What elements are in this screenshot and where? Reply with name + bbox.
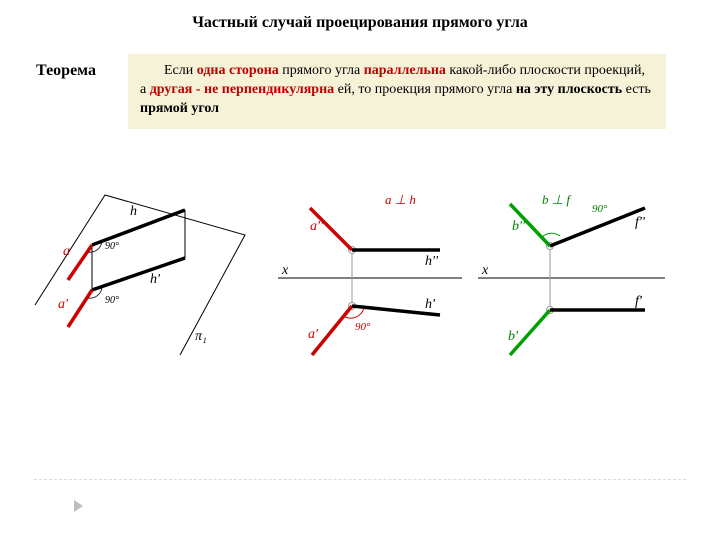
t4: параллельна — [364, 63, 446, 78]
theorem-box: Если одна сторона прямого угла параллель… — [128, 54, 666, 129]
lbl-90b: 90° — [105, 295, 119, 306]
diagrams-row: h a a' h' π₁ 90° 90° a ⊥ h a'' h'' a' h'… — [30, 190, 690, 380]
diagram-1: h a a' h' π₁ 90° 90° — [30, 190, 250, 360]
note-bf: b ⊥ f — [542, 192, 572, 207]
lbl-x3: x — [481, 263, 489, 278]
footer-rule — [34, 479, 686, 480]
diagram-3: b ⊥ f b'' f'' b' f' x 90° — [470, 190, 680, 360]
lbl-f2: f'' — [635, 215, 646, 230]
lbl-h: h — [130, 204, 137, 219]
t1: Если — [164, 63, 197, 78]
lbl-a2: a'' — [310, 219, 324, 234]
t6: другая - не перпендикулярна — [150, 82, 334, 97]
lbl-b2: b'' — [512, 219, 526, 234]
lbl-hp: h' — [150, 272, 161, 287]
t2: одна сторона — [197, 63, 279, 78]
lbl-ang3: 90° — [592, 203, 608, 215]
lbl-f1: f' — [635, 294, 643, 309]
diagram-2: a ⊥ h a'' h'' a' h' x 90° — [270, 190, 470, 360]
note-ah: a ⊥ h — [385, 192, 416, 207]
lbl-90a: 90° — [105, 241, 119, 252]
lbl-h2: h'' — [425, 254, 439, 269]
page-title: Частный случай проецирования прямого угл… — [0, 14, 720, 32]
lbl-h1: h' — [425, 297, 436, 312]
lbl-ang2: 90° — [355, 321, 371, 333]
lbl-ap: a' — [58, 297, 69, 312]
lbl-a1: a' — [308, 327, 319, 342]
t7: ей, то проекция прямого угла — [334, 82, 516, 97]
t3: прямого угла — [279, 63, 364, 78]
lbl-b1: b' — [508, 329, 519, 344]
t8: на эту плоскость — [516, 82, 622, 97]
slide-marker-icon — [74, 500, 83, 512]
lbl-pi1: π₁ — [195, 329, 207, 344]
lbl-x2: x — [281, 263, 289, 278]
t10: прямой угол — [140, 101, 219, 116]
t9: есть — [622, 82, 651, 97]
lbl-a: a — [63, 244, 70, 259]
theorem-label: Теорема — [36, 62, 96, 80]
